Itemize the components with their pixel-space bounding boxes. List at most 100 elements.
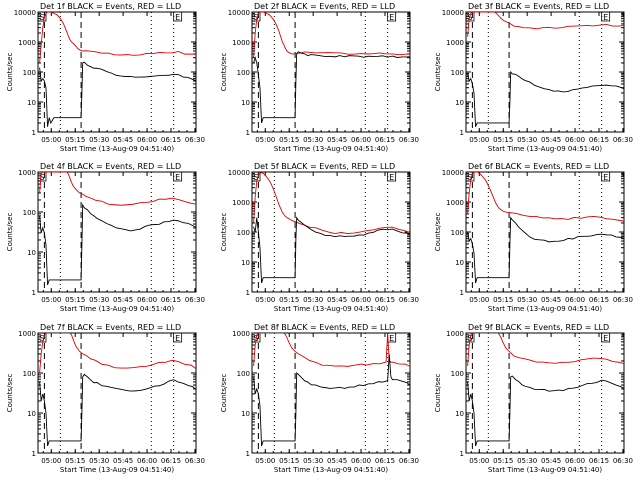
marker-e-box (387, 11, 397, 22)
x-tick-label: 05:30 (517, 296, 537, 304)
plot-frame (465, 11, 625, 133)
series-lld-line (39, 172, 196, 206)
series-group (39, 12, 196, 127)
y-tick-label: 1 (32, 129, 36, 137)
y-tick-label: 10000 (228, 9, 250, 17)
y-tick-label: 10 (241, 99, 250, 107)
x-tick-label: 05:30 (89, 457, 109, 465)
series-group (253, 333, 410, 447)
plot-frame (37, 171, 197, 293)
detector-panel-4: Det 4f BLACK = Events, RED = LLD 05:00 05:… (6, 162, 205, 313)
series-group (467, 333, 624, 447)
series-lld-line (39, 12, 196, 64)
marker-s-label: S (40, 173, 45, 182)
plot-title: Det 9f BLACK = Events, RED = LLD (468, 323, 609, 332)
x-tick-label: 05:00 (469, 136, 489, 144)
y-tick-label: 100 (23, 209, 36, 217)
detector-panel-6: Det 6f BLACK = Events, RED = LLD 05:00 05:… (434, 162, 633, 313)
x-axis-label: Start Time (13-Aug-09 04:51:40) (488, 466, 602, 474)
marker-e-box (173, 332, 183, 343)
marker-s-label: S (40, 13, 45, 22)
marker-e-label: E (389, 334, 394, 343)
x-tick-label: 06:15 (589, 457, 609, 465)
x-tick-label: 05:00 (41, 296, 61, 304)
y-tick-label: 100 (237, 370, 250, 378)
x-tick-label: 06:30 (613, 296, 633, 304)
series-group (467, 12, 624, 127)
x-tick-label: 05:30 (303, 296, 323, 304)
x-tick-label: 05:30 (89, 296, 109, 304)
series-events-line (39, 203, 196, 286)
y-tick-label: 100 (23, 370, 36, 378)
series-events-line (467, 70, 624, 127)
y-axis-label: Counts/sec (434, 374, 442, 413)
x-tick-label: 05:30 (303, 457, 323, 465)
plot-title: Det 3f BLACK = Events, RED = LLD (468, 2, 609, 11)
y-tick-label: 100 (237, 69, 250, 77)
series-lld-line (467, 333, 624, 366)
x-tick-label: 05:45 (327, 457, 347, 465)
y-tick-label: 1000 (446, 39, 464, 47)
y-tick-label: 1000 (446, 199, 464, 207)
x-tick-label: 05:45 (541, 457, 561, 465)
x-axis-label: Start Time (13-Aug-09 04:51:40) (488, 305, 602, 313)
marker-e-label: E (175, 13, 180, 22)
x-tick-label: 06:15 (161, 457, 181, 465)
series-events-line (253, 51, 410, 124)
marker-s-label: S (254, 13, 259, 22)
plot-title: Det 1f BLACK = Events, RED = LLD (40, 2, 181, 11)
x-tick-label: 06:00 (565, 136, 585, 144)
marker-e-label: E (175, 334, 180, 343)
x-tick-label: 05:30 (517, 136, 537, 144)
plot-title: Det 2f BLACK = Events, RED = LLD (254, 2, 395, 11)
x-tick-label: 05:45 (327, 296, 347, 304)
plot-frame (465, 171, 625, 293)
y-tick-label: 10000 (442, 169, 464, 177)
x-tick-label: 05:45 (113, 296, 133, 304)
x-tick-label: 06:15 (589, 136, 609, 144)
y-tick-label: 1000 (18, 330, 36, 338)
y-tick-label: 1 (32, 450, 36, 458)
x-tick-label: 06:15 (161, 136, 181, 144)
series-lld-line (467, 12, 624, 37)
x-tick-label: 05:00 (255, 457, 275, 465)
marker-e-label: E (389, 173, 394, 182)
series-group (467, 172, 624, 284)
y-tick-label: 100 (23, 69, 36, 77)
marker-s-box (465, 11, 475, 22)
y-axis-label: Counts/sec (220, 213, 228, 252)
y-tick-label: 1000 (232, 330, 250, 338)
marker-s-box (465, 171, 475, 182)
plot-frame (251, 332, 411, 454)
marker-s-label: S (254, 173, 259, 182)
series-lld-line (467, 172, 624, 222)
y-tick-label: 10 (27, 249, 36, 257)
x-tick-label: 06:15 (589, 296, 609, 304)
plot-title: Det 7f BLACK = Events, RED = LLD (40, 323, 181, 332)
x-tick-label: 06:30 (185, 136, 205, 144)
plot-title: Det 8f BLACK = Events, RED = LLD (254, 323, 395, 332)
x-tick-label: 06:30 (399, 296, 419, 304)
x-tick-label: 05:30 (303, 136, 323, 144)
y-tick-label: 100 (451, 370, 464, 378)
x-axis-label: Start Time (13-Aug-09 04:51:40) (488, 145, 602, 153)
y-tick-label: 1 (460, 129, 464, 137)
series-lld-line (253, 12, 410, 58)
detector-panel-2: Det 2f BLACK = Events, RED = LLD 05:00 05:… (220, 2, 419, 153)
y-tick-label: 10000 (442, 9, 464, 17)
marker-e-label: E (603, 13, 608, 22)
series-events-line (253, 354, 410, 447)
x-tick-label: 05:15 (65, 296, 85, 304)
series-events-line (467, 375, 624, 447)
plot-frame (37, 11, 197, 133)
y-tick-label: 1 (460, 289, 464, 297)
x-tick-label: 06:15 (375, 457, 395, 465)
marker-e-box (601, 171, 611, 182)
y-axis-label: Counts/sec (6, 53, 14, 92)
x-tick-label: 06:30 (399, 136, 419, 144)
series-events-line (39, 373, 196, 447)
x-axis-label: Start Time (13-Aug-09 04:51:40) (60, 466, 174, 474)
marker-e-box (173, 171, 183, 182)
detector-panel-8: Det 8f BLACK = Events, RED = LLD 05:00 05:… (220, 323, 419, 474)
